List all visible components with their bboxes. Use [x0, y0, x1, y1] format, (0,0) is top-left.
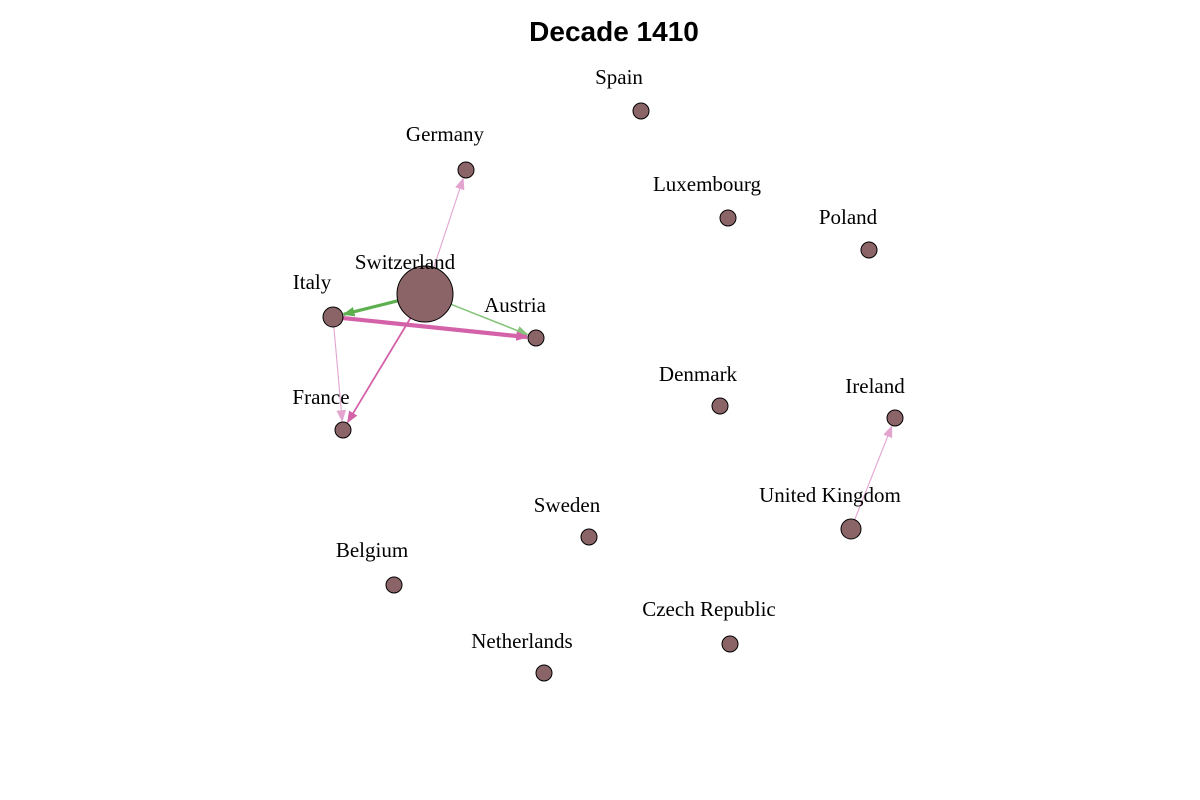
node-luxembourg [719, 209, 737, 227]
edges-layer [333, 177, 893, 520]
node-label-denmark: Denmark [659, 362, 738, 386]
edge-switzerland-to-italy [342, 299, 399, 317]
node-label-austria: Austria [484, 293, 547, 317]
node-label-germany: Germany [406, 122, 485, 146]
node-italy [322, 306, 344, 328]
node-netherlands [535, 664, 553, 682]
diagram-title: Decade 1410 [529, 16, 699, 47]
node-switzerland [396, 265, 454, 323]
node-label-sweden: Sweden [534, 493, 601, 517]
node-spain [632, 102, 650, 120]
node-sweden [580, 528, 598, 546]
node-label-poland: Poland [819, 205, 878, 229]
node-france [334, 421, 352, 439]
node-united-kingdom [840, 518, 862, 540]
node-label-italy: Italy [293, 270, 332, 294]
edge-switzerland-to-france [346, 317, 412, 424]
node-label-france: France [292, 385, 349, 409]
node-label-spain: Spain [595, 65, 643, 89]
node-label-czech-republic: Czech Republic [642, 597, 776, 621]
edge-switzerland-to-germany [433, 177, 465, 268]
node-belgium [385, 576, 403, 594]
edge-italy-to-france [333, 326, 347, 423]
node-label-luxembourg: Luxembourg [653, 172, 762, 196]
node-poland [860, 241, 878, 259]
node-label-united-kingdom: United Kingdom [759, 483, 901, 507]
node-label-belgium: Belgium [336, 538, 408, 562]
node-czech-republic [721, 635, 739, 653]
node-label-netherlands: Netherlands [471, 629, 572, 653]
node-denmark [711, 397, 729, 415]
node-austria [527, 329, 545, 347]
nodes-layer: Spain Germany Luxembourg Poland Switzerland I… [292, 65, 905, 682]
node-label-ireland: Ireland [845, 374, 905, 398]
edge-italy-to-austria [342, 315, 529, 341]
edge-switzerland-to-austria [450, 303, 529, 336]
edge-united-kingdom-to-ireland [854, 425, 893, 520]
node-germany [457, 161, 475, 179]
node-label-switzerland: Switzerland [355, 250, 456, 274]
node-ireland [886, 409, 904, 427]
